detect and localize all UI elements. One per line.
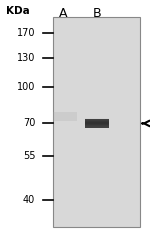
Text: A: A bbox=[59, 7, 67, 20]
Bar bbox=[53, 17, 140, 227]
Bar bbox=[85, 126, 109, 127]
Text: 70: 70 bbox=[23, 118, 35, 129]
Bar bbox=[85, 127, 109, 128]
Text: KDa: KDa bbox=[6, 6, 30, 16]
Bar bbox=[85, 123, 109, 124]
Text: 55: 55 bbox=[23, 151, 35, 161]
Text: 100: 100 bbox=[17, 82, 35, 92]
Bar bbox=[85, 118, 109, 119]
Text: 40: 40 bbox=[23, 195, 35, 205]
Bar bbox=[53, 112, 77, 121]
Text: B: B bbox=[93, 7, 102, 20]
Bar bbox=[85, 121, 109, 122]
Text: 170: 170 bbox=[17, 28, 35, 38]
Text: 130: 130 bbox=[17, 53, 35, 63]
Bar bbox=[85, 124, 109, 125]
Bar bbox=[85, 119, 109, 120]
Bar bbox=[85, 125, 109, 126]
Bar bbox=[85, 120, 109, 121]
Bar bbox=[85, 122, 109, 123]
Bar bbox=[85, 119, 109, 128]
